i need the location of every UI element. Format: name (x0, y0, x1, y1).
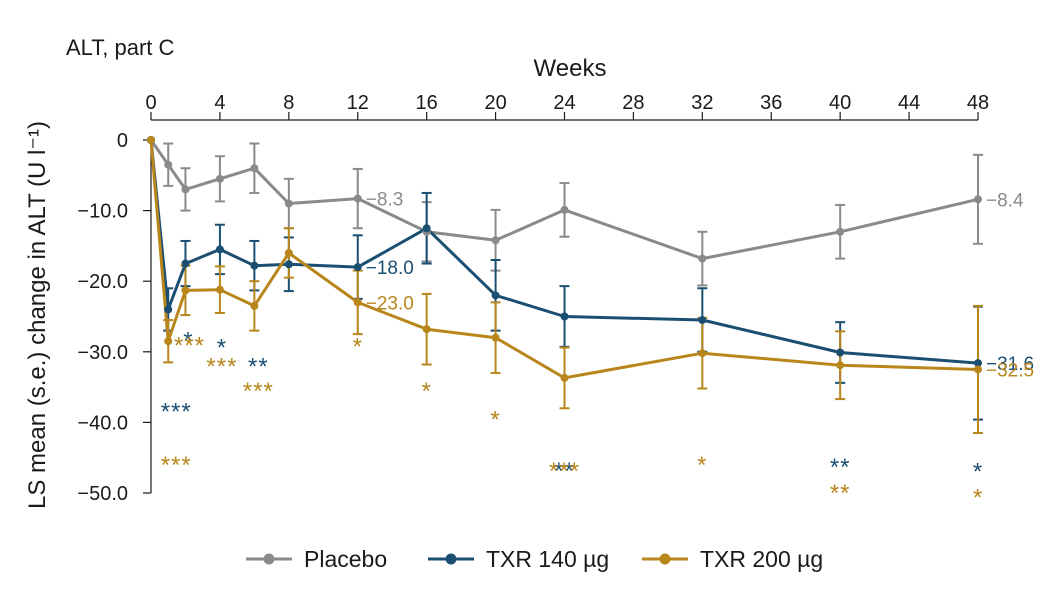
y-tick-label: −20.0 (77, 271, 128, 293)
x-ticks: 0 4 8 12 16 20 24 28 32 36 40 44 48 (145, 92, 989, 120)
x-tick-label: 36 (760, 92, 782, 114)
data-point (284, 260, 293, 269)
legend-label-placebo: Placebo (304, 546, 387, 572)
legend-label-txr-140: TXR 140 µg (486, 546, 609, 572)
panel-title: ALT, part C (66, 35, 175, 60)
markers-txr-200 (147, 136, 982, 382)
data-point (250, 164, 259, 173)
significance-marker-txr-200: * (973, 484, 983, 511)
significance-marker-txr-200: ** (830, 480, 851, 507)
y-tick-label: 0 (117, 130, 128, 152)
data-point (250, 261, 259, 270)
data-point (164, 160, 173, 169)
x-tick-label: 12 (347, 92, 369, 114)
data-point (284, 248, 293, 257)
data-point (164, 305, 173, 314)
x-tick-label: 4 (214, 92, 225, 114)
x-axis-title: Weeks (534, 55, 607, 82)
data-point (698, 254, 707, 263)
data-point (974, 359, 982, 368)
x-tick-label: 0 (145, 92, 156, 114)
y-axis-title: LS mean (s.e.) change in ALT (U l⁻¹) (24, 121, 51, 509)
data-point (353, 298, 362, 307)
significance-marker-txr-140: ** (830, 454, 851, 481)
value-label-txr-200: −23.0 (366, 293, 414, 314)
data-point (698, 349, 707, 358)
significance-marker-txr-200: * (490, 407, 500, 434)
value-label-txr-200: −32.5 (986, 360, 1034, 381)
significance-marker-txr-200: *** (161, 452, 192, 479)
data-point (250, 301, 259, 310)
y-ticks: 0 −10.0 −20.0 −30.0 −40.0 −50.0 (77, 130, 151, 505)
x-tick-label: 28 (622, 92, 644, 114)
data-point (181, 286, 190, 295)
significance-marker-txr-200: * (697, 452, 707, 479)
x-tick-label: 40 (829, 92, 851, 114)
x-tick-label: 16 (416, 92, 438, 114)
data-point (560, 205, 569, 214)
significance-marker-txr-200: * (353, 333, 363, 360)
significance-marker-txr-140: * (217, 334, 227, 361)
significance-marker-txr-200: * (421, 378, 431, 405)
data-point (181, 259, 190, 268)
data-point (164, 337, 173, 346)
legend-item-txr-200: TXR 200 µg (642, 546, 823, 572)
x-tick-label: 8 (283, 92, 294, 114)
legend-label-txr-200: TXR 200 µg (700, 546, 823, 572)
x-tick-label: 20 (484, 92, 506, 114)
data-point (560, 312, 569, 321)
data-point (491, 333, 500, 342)
x-tick-label: 44 (898, 92, 920, 114)
legend-item-placebo: Placebo (246, 546, 387, 572)
data-point (284, 199, 293, 208)
data-point (491, 291, 500, 300)
value-label-txr-140: −18.0 (366, 258, 414, 279)
data-point (491, 236, 500, 245)
value-label-placebo: −8.3 (366, 190, 404, 211)
legend: Placebo TXR 140 µg TXR 200 µg (246, 546, 823, 572)
data-point (560, 373, 569, 382)
data-point (353, 263, 362, 272)
data-point (836, 361, 845, 370)
significance-marker-txr-140: *** (161, 398, 192, 425)
significance-marker-txr-140: ** (554, 458, 575, 485)
y-tick-label: −40.0 (77, 412, 128, 434)
value-label-placebo: −8.4 (986, 190, 1024, 211)
significance-marker-txr-200: *** (549, 458, 580, 485)
data-point (147, 136, 155, 144)
data-point (215, 245, 224, 254)
x-tick-label: 32 (691, 92, 713, 114)
significance-marker-txr-200: *** (243, 378, 274, 405)
plot-area: −8.3 −8.4−18.0−31.6−23.0−32.5**** ***** ** *… (147, 136, 1034, 511)
data-point (215, 174, 224, 183)
x-tick-label: 48 (967, 92, 989, 114)
significance-marker-txr-140: ** (248, 354, 269, 381)
significance-marker-txr-140: * (973, 458, 983, 485)
data-point (974, 195, 982, 204)
significance-marker-txr-200: *** (174, 332, 205, 359)
y-tick-label: −50.0 (77, 483, 128, 505)
data-point (422, 325, 431, 334)
data-point (422, 224, 431, 233)
data-point (215, 285, 224, 294)
data-point (836, 227, 845, 236)
y-tick-label: −10.0 (77, 201, 128, 223)
significance-marker-txr-200: *** (206, 354, 237, 381)
data-point (181, 185, 190, 194)
legend-marker-txr-200 (659, 553, 671, 565)
data-point (353, 194, 362, 203)
significance-marker-txr-140: * (183, 328, 193, 355)
data-point (974, 365, 982, 374)
x-tick-label: 24 (553, 92, 575, 114)
legend-marker-placebo (263, 553, 275, 565)
value-label-txr-140: −31.6 (986, 354, 1034, 375)
data-point (698, 316, 707, 325)
legend-marker-txr-140 (445, 553, 457, 565)
legend-item-txr-140: TXR 140 µg (428, 546, 609, 572)
data-point (836, 348, 845, 357)
y-tick-label: −30.0 (77, 342, 128, 364)
